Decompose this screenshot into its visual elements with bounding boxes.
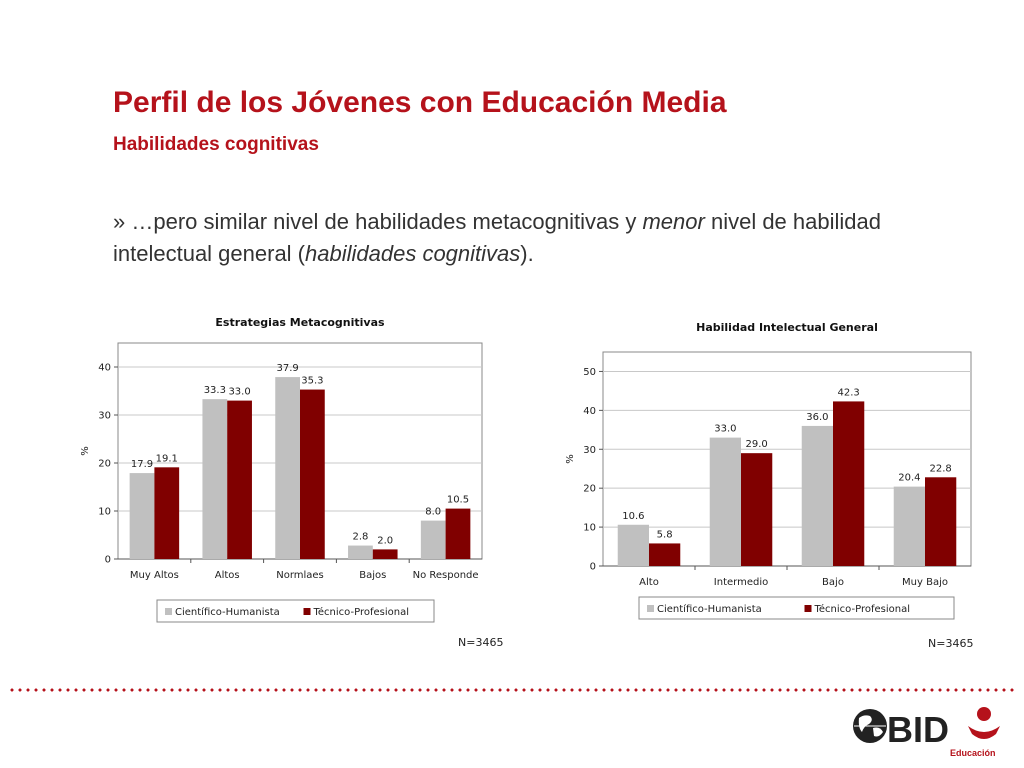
bar-tecnico-profesional-normlaes bbox=[300, 389, 325, 559]
legend-label-cientifico-humanista: Científico-Humanista bbox=[657, 603, 762, 615]
bullet-emphasis-habilidades: habilidades cognitivas bbox=[305, 241, 521, 266]
chart-title: Estrategias Metacognitivas bbox=[215, 316, 385, 329]
dotted-divider bbox=[8, 688, 1018, 692]
y-tick-label: 20 bbox=[98, 459, 111, 470]
data-label-cientifico-humanista-altos: 33.3 bbox=[204, 385, 226, 396]
y-tick-label: 0 bbox=[590, 562, 596, 573]
person-reading-icon bbox=[968, 707, 1000, 739]
y-tick-label: 30 bbox=[98, 411, 111, 422]
bar-tecnico-profesional-alto bbox=[649, 543, 681, 566]
x-tick-label-bajo: Bajo bbox=[822, 577, 844, 588]
bullet-mid: nivel de habilidad intelectual general ( bbox=[113, 209, 881, 266]
data-label-tecnico-profesional-bajos: 2.0 bbox=[377, 535, 393, 546]
data-label-tecnico-profesional-muy-altos: 19.1 bbox=[156, 453, 178, 464]
y-tick-label: 40 bbox=[98, 363, 111, 374]
legend-box bbox=[156, 599, 435, 623]
legend-swatch-cientifico-humanista bbox=[647, 605, 654, 612]
chart-note-intelectual: N=3465 bbox=[928, 637, 974, 650]
data-label-tecnico-profesional-bajo: 42.3 bbox=[838, 387, 860, 398]
globe-icon bbox=[853, 709, 887, 743]
logo-text: BID bbox=[887, 709, 949, 750]
data-label-cientifico-humanista-muy-altos: 17.9 bbox=[131, 459, 153, 470]
bid-logo: BID Educación bbox=[853, 707, 1000, 758]
bar-tecnico-profesional-no-responde bbox=[445, 508, 471, 559]
x-tick-label-bajos: Bajos bbox=[359, 570, 386, 581]
data-label-cientifico-humanista-no-responde: 8.0 bbox=[425, 507, 441, 518]
bar-tecnico-profesional-bajos bbox=[372, 549, 398, 559]
y-tick-label: 40 bbox=[583, 406, 596, 417]
legend-label-cientifico-humanista: Científico-Humanista bbox=[175, 606, 280, 618]
legend-swatch-cientifico-humanista bbox=[165, 608, 172, 615]
y-tick-label: 30 bbox=[583, 445, 596, 456]
y-tick-label: 10 bbox=[98, 507, 111, 518]
bullet-prefix: » …pero similar nivel de habilidades met… bbox=[113, 209, 643, 234]
x-tick-label-altos: Altos bbox=[215, 570, 240, 581]
y-axis-label: % bbox=[80, 446, 91, 456]
legend-box bbox=[638, 596, 955, 620]
bar-tecnico-profesional-intermedio bbox=[741, 453, 773, 566]
y-tick-label: 50 bbox=[583, 367, 596, 378]
legend-label-tecnico-profesional: Técnico-Profesional bbox=[814, 603, 910, 615]
data-label-cientifico-humanista-alto: 10.6 bbox=[622, 511, 644, 522]
bar-tecnico-profesional-muy-bajo bbox=[925, 477, 957, 566]
data-label-tecnico-profesional-normlaes: 35.3 bbox=[301, 376, 323, 387]
data-label-cientifico-humanista-bajo: 36.0 bbox=[806, 412, 828, 423]
bullet-emphasis-menor: menor bbox=[642, 209, 705, 234]
data-label-cientifico-humanista-muy-bajo: 20.4 bbox=[898, 473, 920, 484]
bar-cientifico-humanista-altos bbox=[202, 399, 228, 559]
y-axis-label: % bbox=[565, 454, 576, 464]
data-label-tecnico-profesional-muy-bajo: 22.8 bbox=[930, 463, 952, 474]
bar-cientifico-humanista-intermedio bbox=[709, 437, 741, 566]
bar-cientifico-humanista-alto bbox=[617, 524, 649, 566]
data-label-cientifico-humanista-bajos: 2.8 bbox=[352, 532, 368, 543]
chart-title: Habilidad Intelectual General bbox=[696, 321, 878, 334]
data-label-cientifico-humanista-intermedio: 33.0 bbox=[714, 424, 736, 435]
bar-tecnico-profesional-bajo bbox=[833, 401, 865, 566]
data-label-tecnico-profesional-alto: 5.8 bbox=[657, 529, 673, 540]
page-subtitle: Habilidades cognitivas bbox=[113, 134, 319, 155]
data-label-tecnico-profesional-no-responde: 10.5 bbox=[447, 495, 469, 506]
chart-note-metacognitivas: N=3465 bbox=[458, 636, 504, 649]
y-tick-label: 20 bbox=[583, 484, 596, 495]
x-tick-label-muy-bajo: Muy Bajo bbox=[902, 577, 948, 588]
x-tick-label-no-responde: No Responde bbox=[413, 570, 479, 581]
data-label-tecnico-profesional-altos: 33.0 bbox=[228, 387, 250, 398]
x-tick-label-muy-altos: Muy Altos bbox=[130, 570, 179, 581]
bar-cientifico-humanista-normlaes bbox=[275, 377, 300, 559]
x-tick-label-alto: Alto bbox=[639, 577, 659, 588]
data-label-cientifico-humanista-normlaes: 37.9 bbox=[276, 363, 298, 374]
y-tick-label: 0 bbox=[105, 555, 111, 566]
legend-swatch-tecnico-profesional bbox=[303, 608, 311, 615]
logo-subtext: Educación bbox=[950, 748, 996, 758]
bar-cientifico-humanista-muy-altos bbox=[129, 473, 155, 559]
bullet-text: » …pero similar nivel de habilidades met… bbox=[113, 206, 943, 270]
page-title: Perfil de los Jóvenes con Educación Medi… bbox=[113, 86, 727, 119]
bar-cientifico-humanista-no-responde bbox=[420, 520, 446, 559]
data-label-tecnico-profesional-intermedio: 29.0 bbox=[746, 439, 768, 450]
bar-cientifico-humanista-bajos bbox=[348, 545, 373, 559]
x-tick-label-intermedio: Intermedio bbox=[714, 577, 768, 588]
y-tick-label: 10 bbox=[583, 523, 596, 534]
bar-cientifico-humanista-bajo bbox=[801, 425, 833, 566]
bullet-suffix: ). bbox=[520, 241, 534, 266]
legend-label-tecnico-profesional: Técnico-Profesional bbox=[313, 606, 409, 618]
bar-tecnico-profesional-altos bbox=[227, 400, 252, 559]
bar-tecnico-profesional-muy-altos bbox=[154, 467, 180, 559]
bar-cientifico-humanista-muy-bajo bbox=[893, 486, 925, 566]
legend-swatch-tecnico-profesional bbox=[804, 605, 812, 612]
x-tick-label-normlaes: Normlaes bbox=[276, 570, 324, 581]
